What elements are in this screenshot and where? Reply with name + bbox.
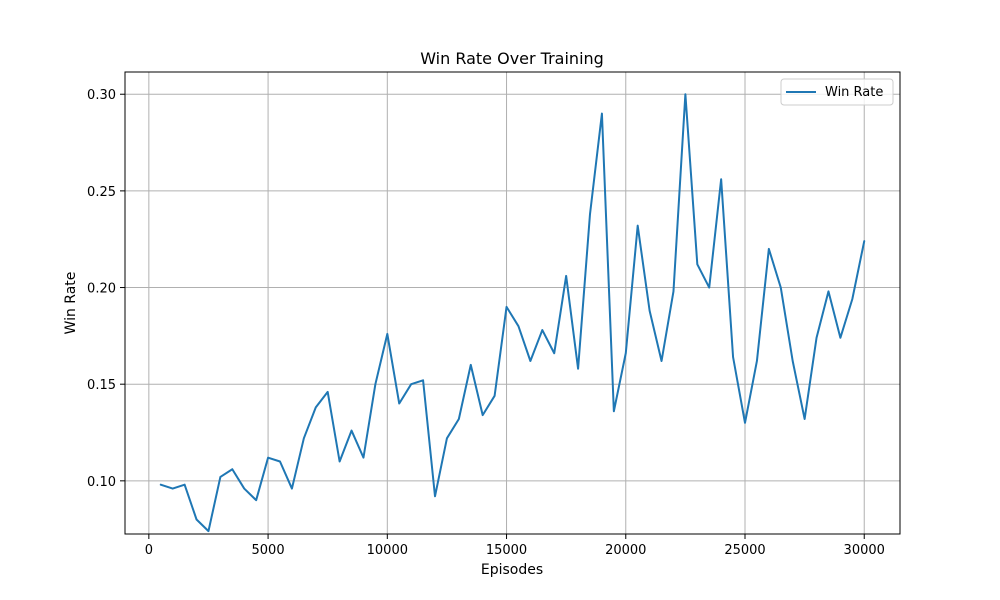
data-point <box>529 360 531 362</box>
x-tick-label: 10000 <box>367 543 408 558</box>
data-point <box>291 488 293 490</box>
data-point <box>303 437 305 439</box>
data-point <box>517 325 519 327</box>
data-point <box>637 225 639 227</box>
data-point <box>219 476 221 478</box>
data-point <box>851 298 853 300</box>
data-point <box>339 461 341 463</box>
y-axis-title: Win Rate <box>63 272 79 335</box>
data-point <box>613 410 615 412</box>
data-point <box>315 406 317 408</box>
data-point <box>649 310 651 312</box>
data-point <box>768 248 770 250</box>
data-point <box>827 290 829 292</box>
data-point <box>708 287 710 289</box>
data-point <box>184 484 186 486</box>
data-point <box>625 352 627 354</box>
data-point <box>458 418 460 420</box>
x-tick-label: 0 <box>145 543 153 558</box>
x-tick-label: 30000 <box>844 543 885 558</box>
series-layer <box>159 93 866 533</box>
data-point <box>577 368 579 370</box>
y-tick-label: 0.30 <box>87 88 116 103</box>
data-point <box>541 329 543 331</box>
data-point <box>196 519 198 521</box>
data-point <box>732 356 734 358</box>
data-point <box>327 391 329 393</box>
x-tick-label: 5000 <box>252 543 285 558</box>
data-point <box>672 290 674 292</box>
legend: Win Rate <box>780 78 894 106</box>
data-point <box>661 360 663 362</box>
y-tick-label: 0.20 <box>87 282 116 297</box>
data-point <box>410 383 412 385</box>
data-point <box>839 337 841 339</box>
data-point <box>506 306 508 308</box>
data-point <box>267 457 269 459</box>
data-point <box>398 403 400 405</box>
data-point <box>482 414 484 416</box>
y-tick-label: 0.25 <box>87 185 116 200</box>
data-point <box>172 488 174 490</box>
data-point <box>684 93 686 95</box>
data-point <box>565 275 567 277</box>
x-tick-label: 20000 <box>605 543 646 558</box>
y-tick-label: 0.10 <box>87 475 116 490</box>
data-point <box>279 461 281 463</box>
legend-box <box>780 78 894 106</box>
data-point <box>756 360 758 362</box>
data-point <box>422 379 424 381</box>
data-point <box>720 178 722 180</box>
data-point <box>434 495 436 497</box>
data-point <box>494 395 496 397</box>
data-point <box>470 364 472 366</box>
data-point <box>351 430 353 432</box>
x-tick-label: 15000 <box>486 543 527 558</box>
x-axis-title: Episodes <box>481 562 543 578</box>
chart-title: Win Rate Over Training <box>420 49 604 68</box>
data-point <box>243 488 245 490</box>
data-point <box>362 457 364 459</box>
data-point <box>374 383 376 385</box>
axis-ticks: 0 5000 10000 15000 20000 25000 30000 0.10 0.15 0.… <box>87 88 885 558</box>
data-point <box>744 422 746 424</box>
data-point <box>255 499 257 501</box>
series-line-win-rate <box>159 93 866 533</box>
data-point <box>863 240 865 242</box>
data-point <box>589 213 591 215</box>
data-point <box>696 263 698 265</box>
data-point <box>386 333 388 335</box>
data-point <box>792 360 794 362</box>
data-point <box>804 418 806 420</box>
data-point <box>816 337 818 339</box>
legend-label: Win Rate <box>825 85 883 100</box>
data-point <box>446 437 448 439</box>
gridlines <box>125 72 900 534</box>
plot-frame <box>124 71 901 535</box>
y-tick-label: 0.15 <box>87 378 116 393</box>
data-point <box>160 484 162 486</box>
data-point <box>601 113 603 115</box>
data-point <box>553 352 555 354</box>
data-point <box>207 530 209 532</box>
x-tick-label: 25000 <box>724 543 765 558</box>
data-point <box>780 287 782 289</box>
data-point <box>231 468 233 470</box>
